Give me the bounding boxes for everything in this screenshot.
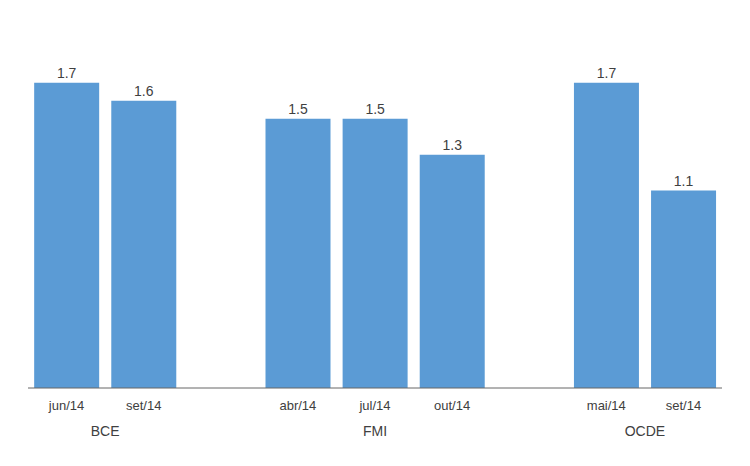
- svg-text:OCDE: OCDE: [625, 423, 665, 439]
- svg-text:1.7: 1.7: [597, 65, 617, 81]
- svg-text:set/14: set/14: [126, 398, 161, 413]
- svg-text:1.5: 1.5: [288, 101, 308, 117]
- svg-text:1.6: 1.6: [134, 83, 154, 99]
- svg-text:FMI: FMI: [363, 423, 387, 439]
- svg-text:abr/14: abr/14: [279, 398, 316, 413]
- svg-text:jun/14: jun/14: [48, 398, 84, 413]
- svg-text:1.1: 1.1: [674, 173, 694, 189]
- svg-text:set/14: set/14: [666, 398, 701, 413]
- svg-text:out/14: out/14: [434, 398, 470, 413]
- svg-text:jul/14: jul/14: [358, 398, 390, 413]
- svg-text:1.5: 1.5: [365, 101, 385, 117]
- svg-text:BCE: BCE: [91, 423, 120, 439]
- svg-text:1.3: 1.3: [442, 137, 462, 153]
- svg-text:1.7: 1.7: [57, 65, 77, 81]
- svg-text:mai/14: mai/14: [587, 398, 626, 413]
